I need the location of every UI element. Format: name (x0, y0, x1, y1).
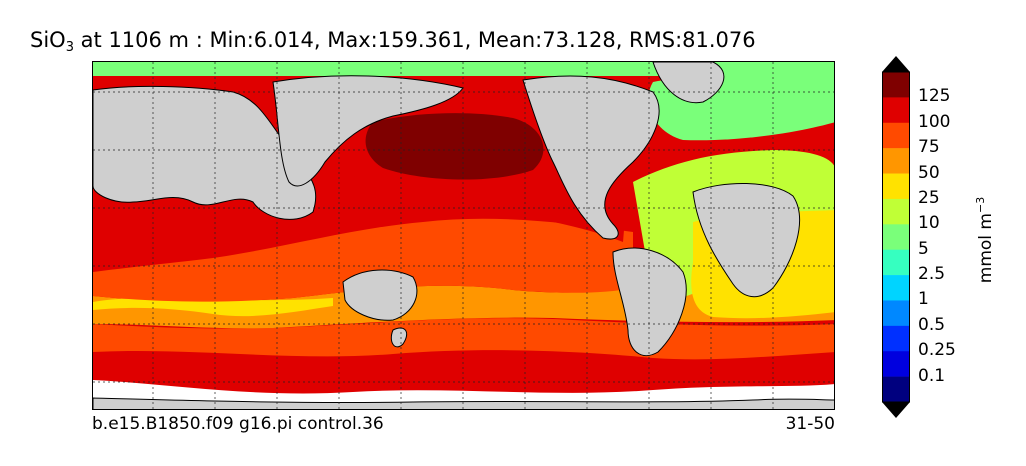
colorbar-tick-label: 10 (918, 213, 940, 234)
colorbar-band (882, 224, 910, 250)
colorbar-tick-label: 75 (918, 137, 940, 158)
colorbar-band (882, 275, 910, 301)
land-eurasia-west (93, 85, 317, 220)
run-name: b.e15.B1850.f09 g16.pi control.36 (92, 414, 384, 434)
land-australia (342, 269, 418, 321)
year-range: 31-50 (785, 414, 835, 434)
colorbar-max-arrow (882, 56, 910, 72)
colorbar-tick-label: 50 (918, 162, 940, 183)
colorbar-outline (882, 71, 910, 403)
colorbar-band (882, 351, 910, 377)
colorbar-tick-label: 0.5 (918, 314, 946, 335)
colorbar-tick-label: 100 (918, 111, 951, 132)
colorbar-band (882, 249, 910, 276)
land-antarctica (93, 397, 834, 409)
colorbar-tick-label: 5 (918, 238, 929, 259)
colorbar-band (882, 72, 910, 98)
colorbar-tick-label: 2.5 (918, 264, 946, 285)
band-north-pacific-maroon (365, 113, 544, 180)
colorbar-tick-label: 0.25 (918, 340, 956, 361)
colorbar-bands (882, 72, 910, 403)
colorbar-tick-label: 25 (918, 187, 940, 208)
colorbar-band (882, 122, 910, 149)
colorbar (882, 56, 910, 418)
colorbar-min-arrow (882, 402, 910, 418)
colorbar-band (882, 376, 910, 403)
land-south-america (612, 247, 687, 357)
colorbar-tick-label: 125 (918, 86, 951, 107)
world-map (92, 61, 835, 410)
colorbar-band (882, 325, 910, 352)
band-north-pacific-red (273, 173, 628, 242)
colorbar-tick-label: 1 (918, 289, 929, 310)
band-indian-pacific-orange (93, 218, 633, 302)
colorbar-band (882, 198, 910, 225)
map-title: SiO3 at 1106 m : Min:6.014, Max:159.361,… (30, 28, 756, 55)
land-north-america (522, 75, 660, 240)
colorbar-band (882, 148, 910, 174)
colorbar-band (882, 97, 910, 124)
land-asia-east (272, 75, 464, 187)
land-new-zealand (390, 327, 408, 348)
colorbar-band (882, 300, 910, 327)
colorbar-unit: mmol m−3 (974, 196, 996, 284)
colorbar-band (882, 173, 910, 200)
graticule (93, 62, 834, 409)
colorbar-tick-label: 0.1 (918, 365, 946, 386)
land-greenland (652, 62, 725, 104)
land-masses (93, 62, 834, 409)
map-canvas (93, 62, 834, 409)
